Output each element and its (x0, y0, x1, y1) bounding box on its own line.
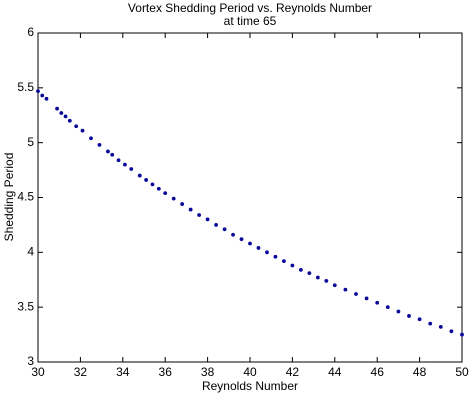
point (36, 89, 40, 94)
point (375, 300, 380, 305)
point (171, 196, 176, 201)
point (354, 292, 358, 296)
point (298, 267, 303, 272)
x-tick-label: 32 (74, 365, 88, 379)
point (97, 142, 102, 147)
x-tick-label: 50 (455, 365, 469, 379)
point (407, 314, 411, 318)
point (197, 213, 202, 217)
point (89, 136, 93, 141)
point (265, 250, 269, 255)
y-tick-label: 3.5 (17, 299, 34, 313)
x-tick-label: 40 (243, 365, 257, 379)
point (282, 259, 286, 264)
point (460, 332, 464, 337)
x-tick-label: 44 (328, 365, 342, 379)
point (324, 278, 329, 283)
point (449, 329, 454, 334)
chart-title: Vortex Shedding Period vs. Reynolds Numb… (128, 1, 372, 15)
point (290, 263, 295, 268)
point (116, 158, 121, 163)
point (80, 128, 85, 133)
point (385, 305, 390, 310)
x-tick-label: 38 (201, 365, 215, 379)
point (150, 182, 155, 187)
point (106, 149, 110, 154)
point (110, 152, 115, 157)
point (129, 167, 134, 171)
point (55, 106, 59, 111)
point (67, 118, 72, 123)
point (428, 321, 433, 326)
point (315, 275, 320, 280)
point (417, 317, 422, 322)
point (163, 191, 168, 196)
point (222, 227, 227, 232)
point (332, 283, 337, 288)
point (123, 162, 127, 167)
point (364, 296, 369, 301)
point (40, 93, 45, 98)
point (248, 241, 252, 246)
x-tick-label: 42 (286, 365, 300, 379)
point (343, 287, 348, 292)
point (307, 271, 312, 276)
point (205, 217, 210, 222)
point (256, 246, 261, 250)
chart-subtitle: at time 65 (224, 14, 277, 28)
y-tick-label: 5 (27, 135, 34, 149)
y-axis-label: Shedding Period (2, 153, 16, 242)
x-tick-label: 30 (31, 365, 45, 379)
y-tick-label: 4 (27, 245, 34, 259)
x-tick-label: 36 (159, 365, 173, 379)
point (180, 202, 185, 206)
point (59, 111, 64, 115)
point (231, 232, 235, 237)
y-tick-label: 6 (27, 25, 34, 39)
x-tick-label: 34 (116, 365, 130, 379)
point (44, 96, 49, 101)
point (214, 223, 218, 227)
y-tick-label: 5.5 (17, 80, 34, 94)
point (74, 124, 79, 129)
x-axis-label: Reynolds Number (202, 379, 298, 393)
point (239, 237, 244, 242)
y-tick-label: 4.5 (17, 190, 34, 204)
point (438, 325, 443, 329)
point (273, 254, 278, 259)
point (137, 173, 142, 178)
x-tick-label: 48 (413, 365, 427, 379)
point (188, 207, 193, 212)
y-tick-label: 3 (27, 354, 34, 368)
point (144, 178, 149, 182)
point (156, 186, 161, 191)
point (396, 309, 401, 314)
x-tick-label: 46 (371, 365, 385, 379)
point (63, 114, 68, 119)
